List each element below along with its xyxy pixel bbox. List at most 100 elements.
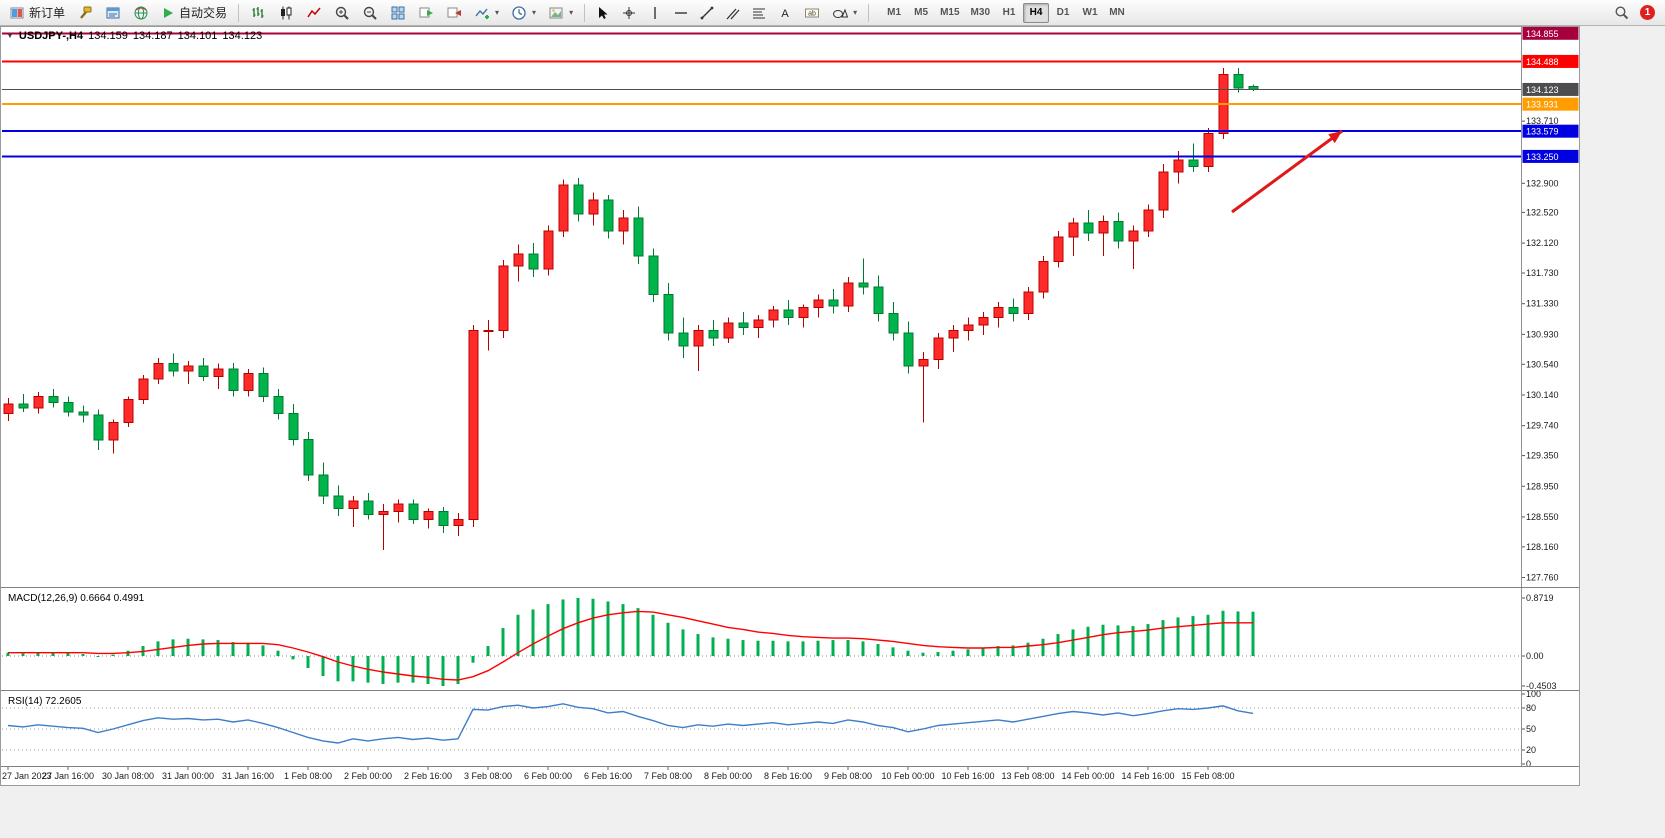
svg-text:131.330: 131.330 <box>1526 299 1559 309</box>
candle <box>78 411 89 416</box>
play-icon <box>164 7 174 18</box>
crosshair-button[interactable] <box>617 2 641 24</box>
timeframe-button-m5[interactable]: M5 <box>908 3 934 23</box>
community-button[interactable] <box>128 2 154 24</box>
svg-text:0: 0 <box>1526 759 1531 769</box>
timeframe-button-m15[interactable]: M15 <box>935 3 964 23</box>
fibonacci-button[interactable] <box>747 2 771 24</box>
candle <box>873 286 884 315</box>
svg-text:129.740: 129.740 <box>1526 421 1559 431</box>
svg-text:30 Jan 08:00: 30 Jan 08:00 <box>102 771 154 781</box>
candle <box>858 282 869 288</box>
data-window-button[interactable] <box>100 2 126 24</box>
chart-shift-icon <box>447 7 462 17</box>
pane-separators <box>0 26 1580 786</box>
bar-chart-button[interactable] <box>245 2 271 24</box>
text-button[interactable]: A <box>773 2 797 24</box>
candle <box>213 368 224 378</box>
indicators-button[interactable]: ▾ <box>469 2 504 24</box>
svg-text:ab: ab <box>808 10 816 17</box>
svg-text:15 Feb 08:00: 15 Feb 08:00 <box>1181 771 1234 781</box>
timeframe-button-h1[interactable]: H1 <box>996 3 1022 23</box>
trendline-icon <box>700 6 714 19</box>
equidistant-channel-button[interactable] <box>721 2 745 24</box>
candle <box>228 368 239 391</box>
cursor-button[interactable] <box>591 2 615 24</box>
candle <box>123 399 134 424</box>
candle <box>378 511 389 516</box>
candle <box>903 332 914 367</box>
zoom-out-icon <box>363 6 377 20</box>
candle <box>843 282 854 307</box>
zoom-in-button[interactable] <box>329 2 355 24</box>
candle <box>288 412 299 440</box>
price-badge <box>1522 54 1579 68</box>
svg-text:1 Feb 08:00: 1 Feb 08:00 <box>284 771 332 781</box>
horizontal-line-button[interactable] <box>669 2 693 24</box>
candle <box>813 299 824 309</box>
svg-text:133.250: 133.250 <box>1526 152 1559 162</box>
crosshair-icon <box>623 6 636 19</box>
timeframe-button-w1[interactable]: W1 <box>1077 3 1103 23</box>
timeframe-button-mn[interactable]: MN <box>1104 3 1130 23</box>
periods-button[interactable]: ▾ <box>506 2 541 24</box>
candle <box>138 378 149 401</box>
price-axis[interactable]: 133.710 132.900 132.520 132.120 131.730 131.3… <box>1521 26 1579 766</box>
cursor-arrow-icon <box>599 6 608 19</box>
trendline-button[interactable] <box>695 2 719 24</box>
svg-text:130.140: 130.140 <box>1526 390 1559 400</box>
channel-icon <box>726 8 740 19</box>
candle <box>453 518 464 526</box>
timeframe-button-m30[interactable]: M30 <box>966 3 995 23</box>
window-icon <box>106 7 120 18</box>
vertical-line-icon <box>654 6 656 19</box>
macd-pane: MACD(12,26,9) 0.6664 0.4991 0.8719 0.00 -0.… <box>2 593 1557 691</box>
candle <box>93 414 104 441</box>
candle <box>723 322 734 339</box>
search-button[interactable] <box>1609 2 1634 24</box>
candle <box>918 359 929 367</box>
candle <box>783 309 794 319</box>
chart-shift-button[interactable] <box>441 2 467 24</box>
trend-arrow[interactable] <box>1231 127 1345 214</box>
chevron-down-icon: ▾ <box>569 8 574 17</box>
ohlc-open: 134.159 <box>88 30 128 42</box>
auto-scroll-button[interactable] <box>413 2 439 24</box>
svg-text:130.930: 130.930 <box>1526 329 1559 339</box>
candle <box>273 396 284 414</box>
candle <box>738 322 749 328</box>
candle <box>798 307 809 319</box>
candlestick-chart-button[interactable] <box>273 2 299 24</box>
tile-windows-button[interactable] <box>385 2 411 24</box>
chevron-down-icon: ▾ <box>532 8 537 17</box>
one-click-trading-toggle[interactable]: ▼ <box>6 31 14 40</box>
svg-text:27 Jan 16:00: 27 Jan 16:00 <box>42 771 94 781</box>
symbol-title: USDJPY-,H4 <box>18 30 84 42</box>
candle <box>108 422 119 441</box>
text-label-button[interactable]: ab <box>799 2 825 24</box>
svg-text:100: 100 <box>1526 689 1541 699</box>
notification-badge[interactable]: 1 <box>1640 5 1655 20</box>
auto-trading-button[interactable]: 自动交易 <box>156 2 232 24</box>
vertical-line-button[interactable] <box>643 2 667 24</box>
hammer-icon <box>80 6 92 19</box>
svg-text:133.579: 133.579 <box>1526 127 1559 137</box>
timeframe-button-h4[interactable]: H4 <box>1023 2 1049 23</box>
zoom-in-icon <box>335 6 349 20</box>
zoom-out-button[interactable] <box>357 2 383 24</box>
line-chart-button[interactable] <box>301 2 327 24</box>
auto-scroll-icon <box>419 7 434 17</box>
price-badge <box>1522 124 1579 138</box>
shapes-button[interactable]: ▾ <box>827 2 862 24</box>
svg-text:133.931: 133.931 <box>1526 100 1559 110</box>
timeframe-button-m1[interactable]: M1 <box>881 3 907 23</box>
new-order-button[interactable]: 新订单 <box>4 2 70 24</box>
candle <box>363 500 374 516</box>
timeframe-button-d1[interactable]: D1 <box>1050 3 1076 23</box>
metaeditor-button[interactable] <box>72 2 98 24</box>
templates-button[interactable]: ▾ <box>543 2 578 24</box>
candle <box>1053 236 1064 263</box>
price-badge <box>1522 26 1579 40</box>
